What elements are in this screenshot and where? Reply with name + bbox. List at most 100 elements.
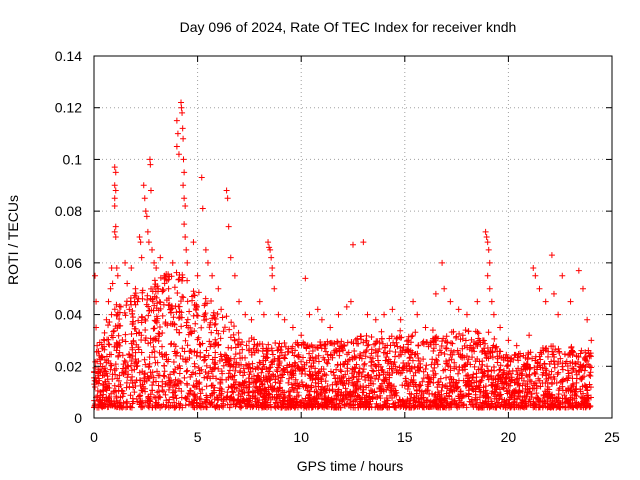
data-point bbox=[406, 355, 413, 362]
data-point bbox=[245, 392, 252, 399]
data-point bbox=[586, 372, 593, 379]
data-point bbox=[549, 403, 556, 410]
data-point bbox=[182, 358, 189, 365]
data-point bbox=[149, 295, 156, 302]
data-point bbox=[425, 374, 432, 381]
data-point bbox=[317, 339, 324, 346]
data-point bbox=[167, 341, 174, 348]
data-point bbox=[116, 349, 123, 356]
data-point bbox=[376, 384, 383, 391]
data-point bbox=[94, 342, 101, 349]
data-point bbox=[125, 351, 132, 358]
data-point bbox=[196, 341, 203, 348]
data-point bbox=[568, 403, 575, 410]
data-point bbox=[105, 397, 112, 404]
data-point bbox=[278, 349, 285, 356]
data-point bbox=[507, 382, 514, 389]
data-point bbox=[117, 394, 124, 401]
data-point bbox=[302, 395, 309, 402]
data-point bbox=[208, 298, 215, 305]
data-point bbox=[484, 272, 491, 279]
data-point bbox=[522, 366, 529, 373]
data-point bbox=[113, 404, 120, 411]
data-point bbox=[327, 397, 334, 404]
data-point bbox=[160, 301, 167, 308]
data-point bbox=[372, 316, 379, 323]
data-point bbox=[233, 385, 240, 392]
data-point bbox=[363, 338, 370, 345]
x-axis-label: GPS time / hours bbox=[297, 458, 404, 474]
data-point bbox=[543, 367, 550, 374]
data-point bbox=[552, 346, 559, 353]
data-point bbox=[126, 306, 133, 313]
data-point bbox=[208, 329, 215, 336]
data-point bbox=[113, 339, 120, 346]
data-point bbox=[138, 254, 145, 261]
data-point bbox=[382, 357, 389, 364]
data-point bbox=[117, 303, 124, 310]
data-point bbox=[379, 340, 386, 347]
data-point bbox=[271, 357, 278, 364]
data-point bbox=[246, 338, 253, 345]
data-point bbox=[177, 401, 184, 408]
data-point bbox=[111, 327, 118, 334]
data-points bbox=[91, 99, 595, 411]
data-point bbox=[555, 345, 562, 352]
data-point bbox=[442, 345, 449, 352]
data-point bbox=[533, 382, 540, 389]
data-point bbox=[213, 375, 220, 382]
data-point bbox=[362, 376, 369, 383]
data-point bbox=[191, 292, 198, 299]
data-point bbox=[484, 239, 491, 246]
data-point bbox=[555, 358, 562, 365]
data-point bbox=[101, 346, 108, 353]
data-point bbox=[216, 357, 223, 364]
data-point bbox=[535, 404, 542, 411]
data-point bbox=[138, 337, 145, 344]
data-point bbox=[536, 398, 543, 405]
data-point bbox=[580, 390, 587, 397]
data-point bbox=[537, 356, 544, 363]
data-point bbox=[97, 360, 104, 367]
data-point bbox=[149, 404, 156, 411]
data-point bbox=[228, 361, 235, 368]
data-point bbox=[379, 380, 386, 387]
data-point bbox=[529, 385, 536, 392]
data-point bbox=[227, 395, 234, 402]
data-point bbox=[441, 351, 448, 358]
data-point bbox=[156, 349, 163, 356]
data-point bbox=[573, 385, 580, 392]
data-point bbox=[295, 383, 302, 390]
data-point bbox=[108, 311, 115, 318]
data-point bbox=[564, 377, 571, 384]
data-point bbox=[477, 388, 484, 395]
data-point bbox=[544, 383, 551, 390]
data-point bbox=[351, 347, 358, 354]
data-point bbox=[577, 350, 584, 357]
data-point bbox=[336, 400, 343, 407]
data-point bbox=[115, 332, 122, 339]
data-point bbox=[146, 156, 153, 163]
data-point bbox=[490, 311, 497, 318]
data-point bbox=[212, 340, 219, 347]
data-point bbox=[553, 396, 560, 403]
data-point bbox=[276, 362, 283, 369]
data-point bbox=[402, 375, 409, 382]
data-point bbox=[550, 373, 557, 380]
data-point bbox=[347, 298, 354, 305]
data-point bbox=[245, 365, 252, 372]
data-point bbox=[101, 365, 108, 372]
data-point bbox=[464, 372, 471, 379]
data-point bbox=[113, 397, 120, 404]
data-point bbox=[175, 303, 182, 310]
data-point bbox=[312, 383, 319, 390]
data-point bbox=[464, 344, 471, 351]
data-point bbox=[433, 403, 440, 410]
data-point bbox=[256, 298, 263, 305]
data-point bbox=[529, 355, 536, 362]
data-point bbox=[532, 272, 539, 279]
data-point bbox=[199, 386, 206, 393]
data-point bbox=[480, 384, 487, 391]
data-point bbox=[175, 377, 182, 384]
data-point bbox=[315, 344, 322, 351]
